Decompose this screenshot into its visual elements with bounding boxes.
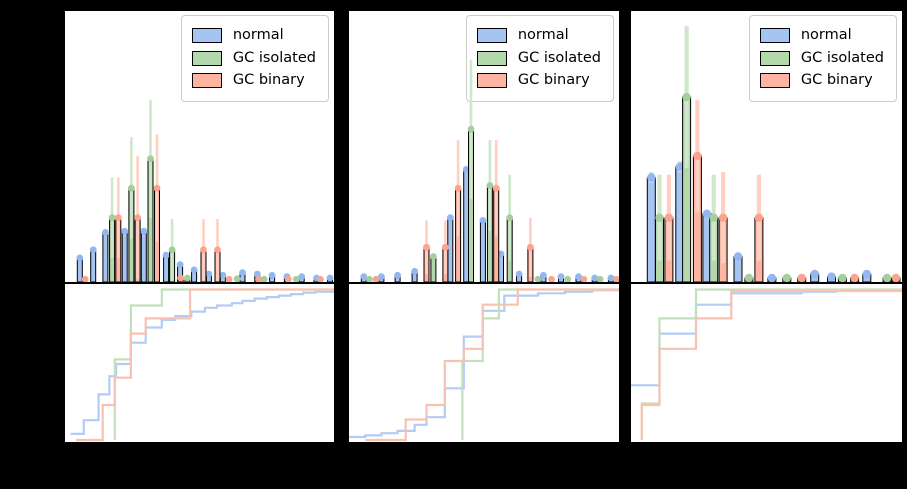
legend-swatch-gc-isolated xyxy=(191,50,222,66)
legend: normal GC isolated GC binary xyxy=(748,15,897,102)
legend-item-gc-binary: GC binary xyxy=(759,71,884,91)
legend: normal GC isolated GC binary xyxy=(180,15,329,102)
legend-item-gc-isolated: GC isolated xyxy=(476,49,601,69)
cdf-plot-left xyxy=(70,288,334,442)
legend-item-gc-binary: GC binary xyxy=(191,71,316,91)
legend-label-gc-binary: GC binary xyxy=(517,72,590,89)
legend-swatch-gc-isolated xyxy=(476,50,507,66)
cdf-axes-right xyxy=(630,283,903,443)
histogram-axes-right: normal GC isolated GC binary xyxy=(630,10,903,283)
legend-label-normal: normal xyxy=(232,27,284,43)
legend-item-gc-isolated: GC isolated xyxy=(759,49,884,69)
legend-label-gc-isolated: GC isolated xyxy=(232,49,316,66)
cdf-plot-middle xyxy=(349,288,619,442)
legend-label-gc-binary: GC binary xyxy=(800,72,873,89)
legend-swatch-normal xyxy=(476,28,507,44)
legend-item-gc-binary: GC binary xyxy=(476,71,601,91)
legend-swatch-gc-binary xyxy=(191,73,222,89)
histogram-axes-left: normal GC isolated GC binary xyxy=(64,10,335,283)
legend-label-gc-isolated: GC isolated xyxy=(517,49,601,66)
legend-item-gc-isolated: GC isolated xyxy=(191,49,316,69)
legend-swatch-normal xyxy=(759,28,790,44)
cdf-axes-middle xyxy=(348,283,620,443)
legend-label-normal: normal xyxy=(800,27,852,43)
histogram-axes-middle: normal GC isolated GC binary xyxy=(348,10,620,283)
legend-item-normal: normal xyxy=(191,26,316,46)
legend-swatch-gc-isolated xyxy=(759,50,790,66)
legend-item-normal: normal xyxy=(759,26,884,46)
legend-label-gc-binary: GC binary xyxy=(232,72,305,89)
cdf-axes-left xyxy=(64,283,335,443)
legend-label-normal: normal xyxy=(517,27,569,43)
legend-label-gc-isolated: GC isolated xyxy=(800,49,884,66)
cdf-plot-right xyxy=(631,288,902,440)
legend-item-normal: normal xyxy=(476,26,601,46)
legend-swatch-gc-binary xyxy=(476,73,507,89)
legend-swatch-gc-binary xyxy=(759,73,790,89)
legend-swatch-normal xyxy=(191,28,222,44)
legend: normal GC isolated GC binary xyxy=(465,15,614,102)
